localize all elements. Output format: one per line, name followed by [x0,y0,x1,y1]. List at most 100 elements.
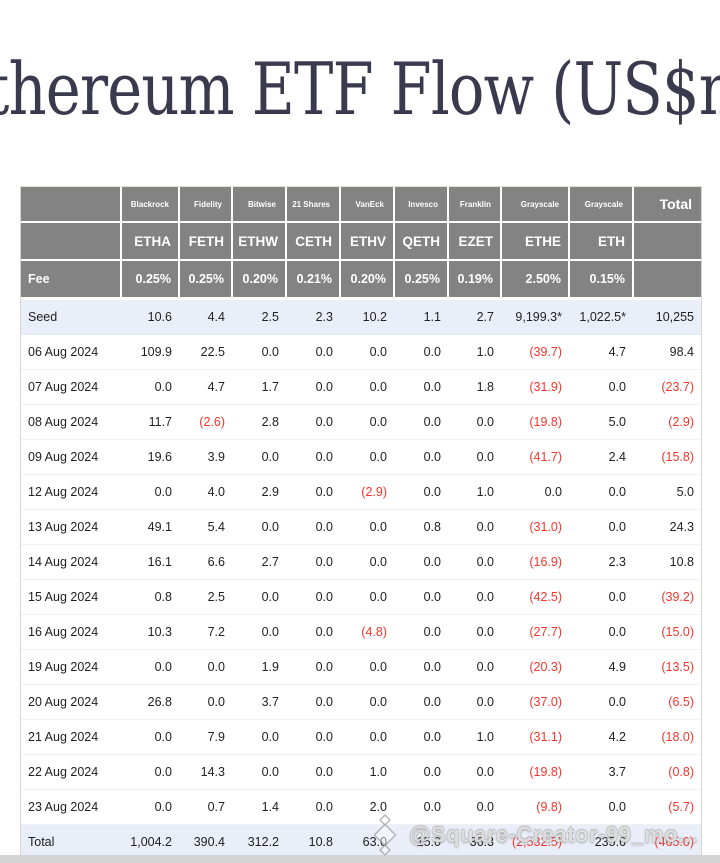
value-cell: 0.0 [394,369,448,405]
fee-cell: 0.19% [447,260,501,300]
value-cell: (31.0) [501,509,569,545]
value-cell: 4.4 [179,298,232,335]
value-cell: 22.5 [179,334,232,370]
value-cell: 312.2 [232,824,286,859]
value-cell: 49.1 [121,509,179,545]
value-cell: 9,199.3* [501,298,569,335]
value-cell: 63.0 [340,824,394,859]
value-cell: (18.0) [633,719,701,755]
value-cell: 0.0 [232,334,286,370]
value-cell: 5.0 [633,474,701,510]
bottom-bar [0,855,720,863]
table-row: 19 Aug 2024 0.0 0.0 1.9 0.0 0.0 0.0 0.0 (20.3) 4.… [21,649,701,685]
value-cell: 1.4 [232,789,286,825]
row-label: 21 Aug 2024 [21,719,121,755]
table-row: 07 Aug 2024 0.0 4.7 1.7 0.0 0.0 0.0 1.8 (31.9) 0.… [21,369,701,405]
value-cell: 0.0 [121,369,179,405]
ticker-cell-empty [632,222,701,261]
corner-cell [21,222,121,261]
fee-cell-empty [632,260,701,300]
row-label: 12 Aug 2024 [21,474,121,510]
value-cell: (13.5) [633,649,701,685]
value-cell: 1.8 [448,369,501,405]
value-cell: 4.7 [569,334,633,370]
value-cell: 0.0 [569,614,633,650]
table-row: 20 Aug 2024 26.8 0.0 3.7 0.0 0.0 0.0 0.0 (37.0) 0… [21,684,701,720]
value-cell: (15.8) [633,439,701,475]
value-cell: 0.0 [286,614,340,650]
issuer-cell: Franklin [447,187,501,223]
value-cell: 36.3 [448,824,501,859]
table-row: 22 Aug 2024 0.0 14.3 0.0 0.0 1.0 0.0 0.0 (19.8) 3… [21,754,701,790]
value-cell: 235.6 [569,824,633,859]
value-cell: 7.9 [179,719,232,755]
value-cell: 10,255 [633,298,701,335]
value-cell: 0.0 [286,719,340,755]
value-cell: (9.8) [501,789,569,825]
issuer-cell: Blackrock [120,187,179,223]
value-cell: 0.0 [121,789,179,825]
value-cell: 4.0 [179,474,232,510]
value-cell: 0.0 [448,439,501,475]
table-row: 15 Aug 2024 0.8 2.5 0.0 0.0 0.0 0.0 0.0 (42.5) 0.… [21,579,701,615]
fee-row: Fee 0.25% 0.25% 0.20% 0.21% 0.20% 0.25% 0.19% 2… [21,260,701,300]
value-cell: 2.3 [569,544,633,580]
value-cell: (2.6) [179,404,232,440]
value-cell: 390.4 [179,824,232,859]
value-cell: 2.0 [340,789,394,825]
corner-cell [21,187,121,223]
value-cell: 19.6 [121,439,179,475]
value-cell: 4.2 [569,719,633,755]
etf-flow-table: Blackrock Fidelity Bitwise 21 Shares VanEck I… [20,186,702,860]
fee-cell: 0.20% [231,260,286,300]
row-label: 22 Aug 2024 [21,754,121,790]
value-cell: 2.4 [569,439,633,475]
total-column-header: Total [632,187,701,223]
issuer-cell: 21 Shares [285,187,340,223]
table-row: 13 Aug 2024 49.1 5.4 0.0 0.0 0.0 0.8 0.0 (31.0) 0… [21,509,701,545]
value-cell: 0.0 [394,614,448,650]
value-cell: 0.0 [394,544,448,580]
value-cell: 0.0 [448,404,501,440]
value-cell: (15.0) [633,614,701,650]
value-cell: (2,532.5) [501,824,569,859]
etf-flow-table-grid: Blackrock Fidelity Bitwise 21 Shares VanEck I… [21,187,701,859]
value-cell: 0.0 [394,684,448,720]
value-cell: 0.0 [121,719,179,755]
table-row: 23 Aug 2024 0.0 0.7 1.4 0.0 2.0 0.0 0.0 (9.8) 0.0… [21,789,701,825]
table-row: 21 Aug 2024 0.0 7.9 0.0 0.0 0.0 0.0 1.0 (31.1) 4.… [21,719,701,755]
value-cell: 0.0 [394,579,448,615]
value-cell: 1.9 [232,649,286,685]
table-row: 12 Aug 2024 0.0 4.0 2.9 0.0 (2.9) 0.0 1.0 0.0 0.0… [21,474,701,510]
value-cell: 98.4 [633,334,701,370]
value-cell: 0.0 [286,684,340,720]
value-cell: 0.0 [232,509,286,545]
value-cell: (20.3) [501,649,569,685]
value-cell: (5.7) [633,789,701,825]
fee-cell: 0.25% [178,260,232,300]
value-cell: 2.5 [179,579,232,615]
value-cell: 0.0 [448,509,501,545]
value-cell: (23.7) [633,369,701,405]
table-row: 06 Aug 2024 109.9 22.5 0.0 0.0 0.0 0.0 1.0 (39.7… [21,334,701,370]
value-cell: 10.8 [286,824,340,859]
issuer-cell: Fidelity [178,187,232,223]
value-cell: 0.0 [232,614,286,650]
issuer-cell: VanEck [339,187,394,223]
issuer-row: Blackrock Fidelity Bitwise 21 Shares VanEck I… [21,187,701,223]
value-cell: 1.0 [340,754,394,790]
value-cell: 0.0 [340,649,394,685]
fee-cell: 0.25% [393,260,448,300]
value-cell: (31.1) [501,719,569,755]
value-cell: 0.0 [340,439,394,475]
value-cell: 0.0 [232,579,286,615]
value-cell: 0.0 [569,684,633,720]
value-cell: 0.0 [286,579,340,615]
table-body: Seed 10.6 4.4 2.5 2.3 10.2 1.1 2.7 9,199.3* 1,022… [21,298,701,859]
ticker-cell: EZET [447,222,501,261]
value-cell: 0.0 [394,719,448,755]
row-label: 20 Aug 2024 [21,684,121,720]
value-cell: 0.0 [394,789,448,825]
value-cell: 0.0 [340,579,394,615]
value-cell: (6.5) [633,684,701,720]
